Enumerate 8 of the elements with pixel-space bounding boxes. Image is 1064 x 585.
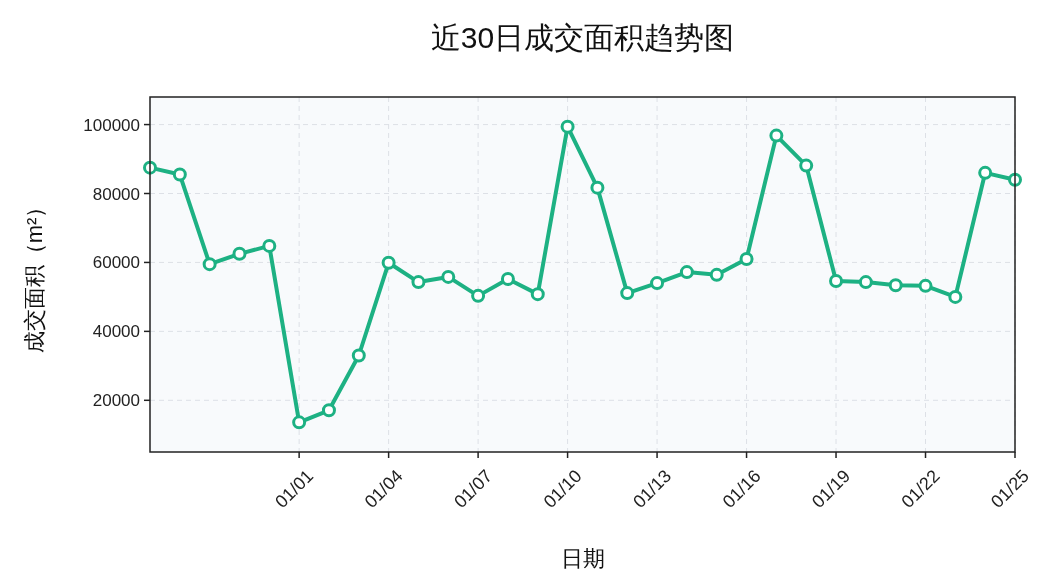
x-axis-title: 日期 <box>560 546 605 571</box>
y-axis-title: 成交面积（m²） <box>22 195 47 354</box>
y-tick-label: 40000 <box>92 322 140 342</box>
y-tick-label: 100000 <box>83 115 140 135</box>
y-tick-label: 20000 <box>92 391 140 411</box>
chart-title: 近30日成交面积趋势图 <box>430 21 735 54</box>
y-tick-label: 80000 <box>92 184 140 204</box>
y-tick-label: 60000 <box>92 253 140 273</box>
